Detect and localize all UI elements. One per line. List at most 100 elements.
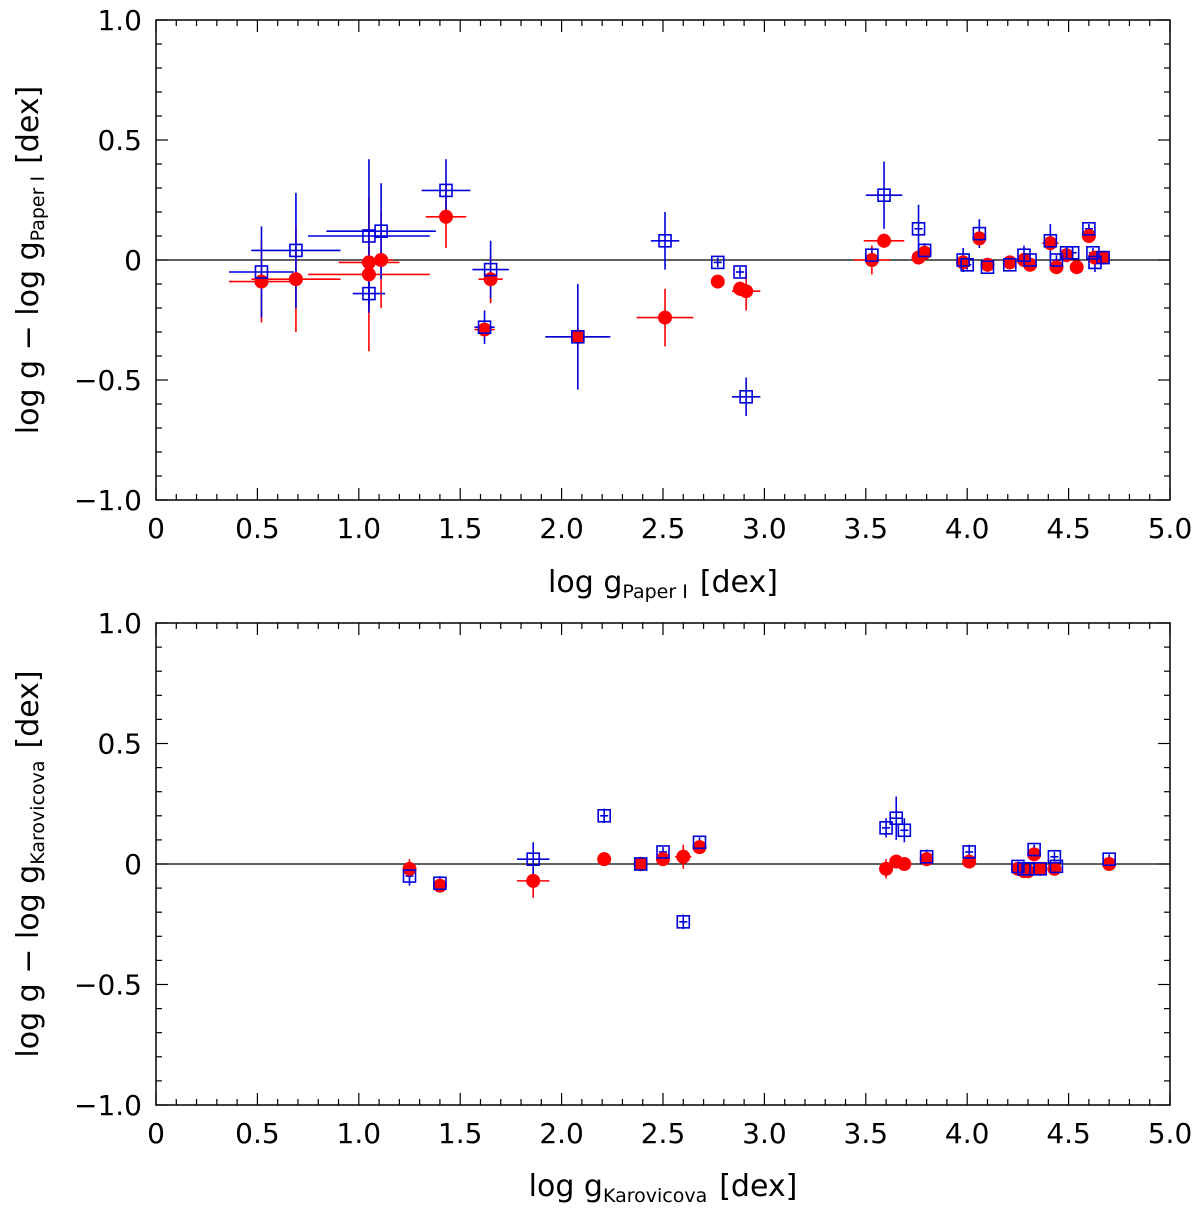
top-square-point <box>1049 253 1064 267</box>
top-square-point <box>571 329 585 344</box>
top-circle-point <box>374 253 389 267</box>
top-square-point <box>658 234 672 248</box>
bottom-square-point <box>962 845 977 859</box>
top-ticks: 0 0.5 1.0 1.5 2.0 2.5 3.0 3.5 4.0 4.5 5.0 1.0 0.5 0 −0… <box>74 4 1192 545</box>
bottom-circle-point <box>919 852 934 867</box>
top-x-label-unit: [dex] <box>700 565 778 600</box>
bottom-panel: 0 0.5 1.0 1.5 2.0 2.5 3.0 3.5 4.0 4.5 5.0 1.0 0.5 0 −0… <box>11 607 1192 1207</box>
top-y-tick-label: −1.0 <box>74 484 142 517</box>
bottom-x-label-main: log g <box>529 1169 603 1204</box>
top-square-point <box>1043 234 1058 248</box>
bottom-circle-point <box>1033 861 1048 876</box>
bottom-x-label-sub: Karovicova <box>603 1185 707 1207</box>
top-y-label-unit: [dex] <box>11 86 46 164</box>
top-square-point <box>917 243 932 258</box>
bottom-x-label-unit: [dex] <box>719 1169 797 1204</box>
bottom-y-tick-label: 1.0 <box>97 607 142 640</box>
top-square-point <box>1082 222 1096 236</box>
top-square-point <box>362 286 376 301</box>
top-square-point <box>1023 253 1037 267</box>
bottom-circle-point <box>597 852 612 867</box>
top-circle-point <box>483 272 498 287</box>
top-circle-point <box>710 274 725 289</box>
bottom-circle-point <box>432 878 447 893</box>
bottom-square-point <box>633 857 648 871</box>
bottom-data-marks <box>156 796 1170 930</box>
top-circle-point <box>1049 260 1064 275</box>
bottom-y-tick-label: −0.5 <box>74 969 142 1002</box>
top-square-point <box>733 265 747 279</box>
bottom-circle-point <box>633 857 648 871</box>
top-x-tick-label: 2.0 <box>539 512 584 545</box>
bottom-y-label-main: log g − log g <box>11 865 46 1058</box>
top-circle-point <box>864 253 879 267</box>
bottom-x-axis-label: log gKarovicova [dex] <box>529 1169 798 1207</box>
bottom-circle-point <box>879 861 894 876</box>
bottom-x-tick-label: 0 <box>147 1117 165 1150</box>
bottom-circle-point <box>1027 847 1042 862</box>
bottom-x-tick-label: 3.0 <box>742 1117 787 1150</box>
top-y-axis-label: log g − log gPaper I [dex] <box>11 86 49 434</box>
top-square-point <box>877 188 891 202</box>
bottom-square-point <box>1102 852 1116 866</box>
top-circle-point <box>956 255 971 270</box>
bottom-square-point <box>433 876 447 891</box>
bottom-y-label-unit: [dex] <box>11 670 46 748</box>
top-x-label-sub: Paper I <box>622 581 687 603</box>
top-square-point <box>289 243 303 258</box>
bottom-x-tick-label: 1.0 <box>337 1117 382 1150</box>
top-x-label-main: log g <box>548 565 622 600</box>
bottom-y-label-sub: Karovicova <box>27 761 49 865</box>
top-circle-point <box>980 257 995 272</box>
bottom-y-tick-label: 0.5 <box>97 728 142 761</box>
top-x-tick-label: 2.5 <box>641 512 686 545</box>
top-x-tick-label: 0.5 <box>235 512 280 545</box>
top-square-point <box>1096 250 1110 265</box>
top-x-axis-label: log gPaper I [dex] <box>548 565 778 603</box>
top-square-point <box>483 262 498 277</box>
top-square-point <box>710 255 725 270</box>
bottom-ticks: 0 0.5 1.0 1.5 2.0 2.5 3.0 3.5 4.0 4.5 5.0 1.0 0.5 0 −0… <box>74 607 1192 1150</box>
top-square-point <box>1088 255 1102 270</box>
bottom-square-point <box>597 808 611 823</box>
bottom-y-tick-label: −1.0 <box>74 1089 142 1122</box>
bottom-square-point <box>526 852 541 866</box>
bottom-square-point <box>1047 849 1062 864</box>
top-x-tick-label: 1.0 <box>337 512 382 545</box>
top-y-label-main: log g − log g <box>11 241 46 434</box>
top-square-point <box>1086 246 1100 260</box>
top-square-point <box>980 260 995 275</box>
top-circle-point <box>1081 229 1096 243</box>
top-y-tick-label: 0.5 <box>97 124 142 157</box>
top-square-point <box>374 224 388 238</box>
top-square-point <box>477 320 492 335</box>
bottom-square-point <box>692 835 707 850</box>
top-y-tick-label: 1.0 <box>97 4 142 37</box>
bottom-x-tick-label: 3.5 <box>844 1117 889 1150</box>
top-x-tick-label: 5.0 <box>1148 512 1193 545</box>
bottom-square-point <box>897 823 912 838</box>
bottom-square-point <box>1049 859 1064 874</box>
top-circle-point <box>439 209 454 224</box>
bottom-x-tick-label: 4.0 <box>945 1117 990 1150</box>
top-circle-point <box>570 329 585 344</box>
bottom-square-point <box>1033 862 1048 876</box>
bottom-square-point <box>402 869 417 883</box>
bottom-circle-point <box>526 873 541 888</box>
top-circle-point <box>361 255 376 270</box>
bottom-square-point <box>656 845 670 859</box>
top-x-tick-label: 1.5 <box>438 512 483 545</box>
top-data-marks <box>156 159 1170 416</box>
top-square-point <box>254 265 269 279</box>
top-x-tick-label: 3.0 <box>742 512 787 545</box>
bottom-square-point <box>1027 842 1041 857</box>
top-x-tick-label: 4.0 <box>945 512 990 545</box>
bottom-circle-point <box>656 852 670 867</box>
top-circle-point <box>1043 236 1058 251</box>
bottom-x-tick-label: 1.5 <box>438 1117 483 1150</box>
bottom-circle-point <box>897 857 912 871</box>
top-circle-point <box>1069 260 1084 275</box>
top-circle-point <box>1002 255 1017 270</box>
bottom-square-point <box>676 915 691 929</box>
top-x-tick-label: 0 <box>147 512 165 545</box>
